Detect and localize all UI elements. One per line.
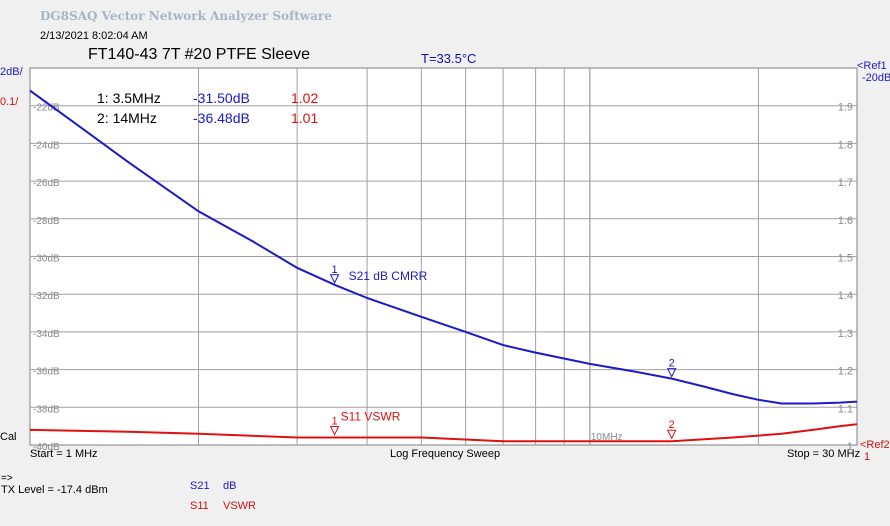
- s21-marker-label: 1: [332, 264, 338, 276]
- marker-readout-s21: -36.48dB: [193, 110, 250, 126]
- y-left-tick-label: -36dB: [33, 367, 60, 378]
- y-right-tick-label: 1: [847, 441, 853, 453]
- s21-trace: [30, 89, 857, 405]
- y-left-tick-label: -38dB: [33, 404, 60, 415]
- marker-readout-vswr: 1.01: [291, 110, 318, 126]
- s21-series-label: S21 dB CMRR: [349, 269, 428, 283]
- marker-readout-vswr: 1.02: [291, 90, 318, 106]
- s11-marker-label: 1: [332, 415, 338, 427]
- s11-marker-label: 2: [669, 419, 675, 431]
- marker-readout-s21: -31.50dB: [193, 90, 250, 106]
- marker-readout-label: 2: 14MHz: [97, 110, 157, 126]
- temperature-readout: T=33.5°C: [421, 51, 477, 66]
- y-right-tick-label: 1.7: [838, 177, 853, 189]
- s11-marker-2: [666, 429, 677, 440]
- legend-s21-unit: dB: [223, 480, 237, 492]
- legend-s11-unit: VSWR: [223, 500, 256, 512]
- chart-title: FT140-43 7T #20 PTFE Sleeve: [88, 46, 311, 63]
- s11-series-label: S11 VSWR: [341, 409, 401, 423]
- s21-marker-label: 2: [669, 358, 675, 370]
- sweep-mode: Log Frequency Sweep: [390, 448, 501, 460]
- y-right-tick-label: 1.6: [838, 215, 853, 227]
- s21-marker-1: [329, 274, 340, 284]
- s21-marker-2: [666, 368, 677, 378]
- arrow-indicator: =>: [1, 473, 13, 484]
- y-left-tick-label: -22dB: [33, 103, 60, 114]
- s21-scale-label: 2dB/: [0, 66, 23, 78]
- y-right-tick-label: 1.1: [838, 403, 853, 415]
- ref2-value: 1: [864, 451, 871, 463]
- y-right-tick-label: 1.2: [838, 366, 853, 378]
- ref1-label: <Ref1: [857, 60, 887, 72]
- ref1-value: -20dB: [862, 72, 890, 84]
- legend-s11-trace: S11: [190, 500, 209, 512]
- y-right-tick-label: 1.5: [838, 253, 853, 265]
- sweep-start: Start = 1 MHz: [30, 448, 98, 460]
- y-right-tick-label: 1.4: [838, 290, 853, 302]
- legend-s21-trace: S21: [190, 480, 210, 492]
- y-left-tick-label: -26dB: [33, 178, 60, 189]
- app-title: DG8SAQ Vector Network Analyzer Software: [40, 9, 332, 23]
- s11-marker-1: [329, 425, 340, 436]
- sweep-stop: Stop = 30 MHz: [787, 448, 861, 460]
- x-tick-label: 10MHz: [591, 432, 623, 443]
- timestamp: 2/13/2021 8:02:04 AM: [40, 30, 148, 42]
- y-left-tick-label: -32dB: [33, 291, 60, 302]
- y-left-tick-label: -28dB: [33, 216, 60, 227]
- ref2-label: <Ref2: [860, 439, 890, 451]
- s11-trace: [30, 423, 857, 443]
- marker-readout-label: 1: 3.5MHz: [97, 90, 161, 106]
- y-right-tick-label: 1.3: [838, 328, 853, 340]
- y-left-tick-label: -40dB: [33, 442, 60, 453]
- y-left-tick-label: -24dB: [33, 140, 60, 151]
- y-left-tick-label: -30dB: [33, 254, 60, 265]
- y-right-tick-label: 1.9: [838, 102, 853, 114]
- s11-scale-label: 0.1/: [0, 96, 19, 108]
- y-right-tick-label: 1.8: [838, 139, 853, 151]
- tx-level: TX Level = -17.4 dBm: [1, 484, 108, 496]
- cal-indicator: Cal: [0, 431, 17, 443]
- y-left-tick-label: -34dB: [33, 329, 60, 340]
